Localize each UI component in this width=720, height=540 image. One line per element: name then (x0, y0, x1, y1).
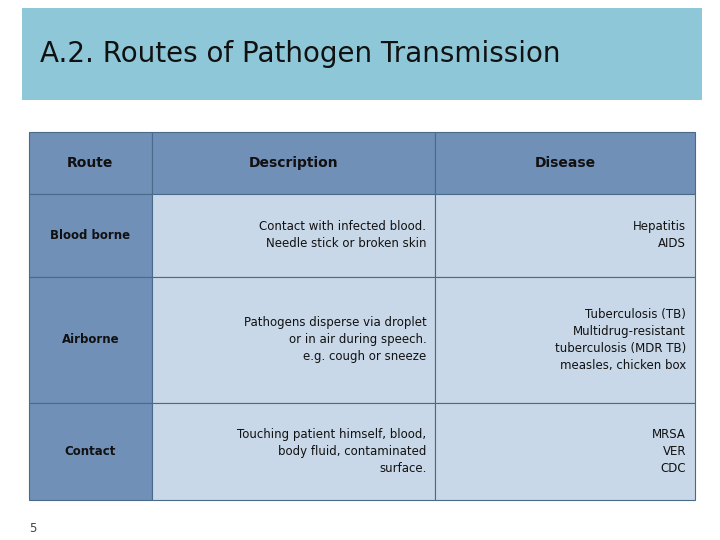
Bar (152, 193, 435, 276)
Bar (29, 132, 152, 193)
Text: Hepatitis
AIDS: Hepatitis AIDS (633, 220, 686, 250)
Bar (152, 132, 435, 193)
Bar (22, 8, 702, 100)
Bar (435, 132, 695, 193)
Text: Tuberculosis (TB)
Multidrug-resistant
tuberculosis (MDR TB)
measles, chicken box: Tuberculosis (TB) Multidrug-resistant tu… (555, 308, 686, 372)
Bar (435, 403, 695, 500)
Text: Route: Route (67, 156, 114, 170)
Bar (29, 276, 152, 403)
Bar (29, 403, 152, 500)
Text: Disease: Disease (534, 156, 595, 170)
Text: Airborne: Airborne (62, 333, 120, 347)
Bar (152, 403, 435, 500)
Text: Touching patient himself, blood,
body fluid, contaminated
surface.: Touching patient himself, blood, body fl… (238, 428, 426, 475)
Bar (152, 276, 435, 403)
Text: Contact with infected blood.
Needle stick or broken skin: Contact with infected blood. Needle stic… (259, 220, 426, 250)
Text: Pathogens disperse via droplet
or in air during speech.
e.g. cough or sneeze: Pathogens disperse via droplet or in air… (243, 316, 426, 363)
Bar (435, 276, 695, 403)
Text: 5: 5 (29, 522, 36, 535)
Text: Blood borne: Blood borne (50, 228, 130, 241)
Text: Description: Description (248, 156, 338, 170)
Bar (29, 193, 152, 276)
Bar (435, 193, 695, 276)
Text: A.2. Routes of Pathogen Transmission: A.2. Routes of Pathogen Transmission (40, 40, 560, 68)
Text: Contact: Contact (65, 445, 116, 458)
Text: MRSA
VER
CDC: MRSA VER CDC (652, 428, 686, 475)
